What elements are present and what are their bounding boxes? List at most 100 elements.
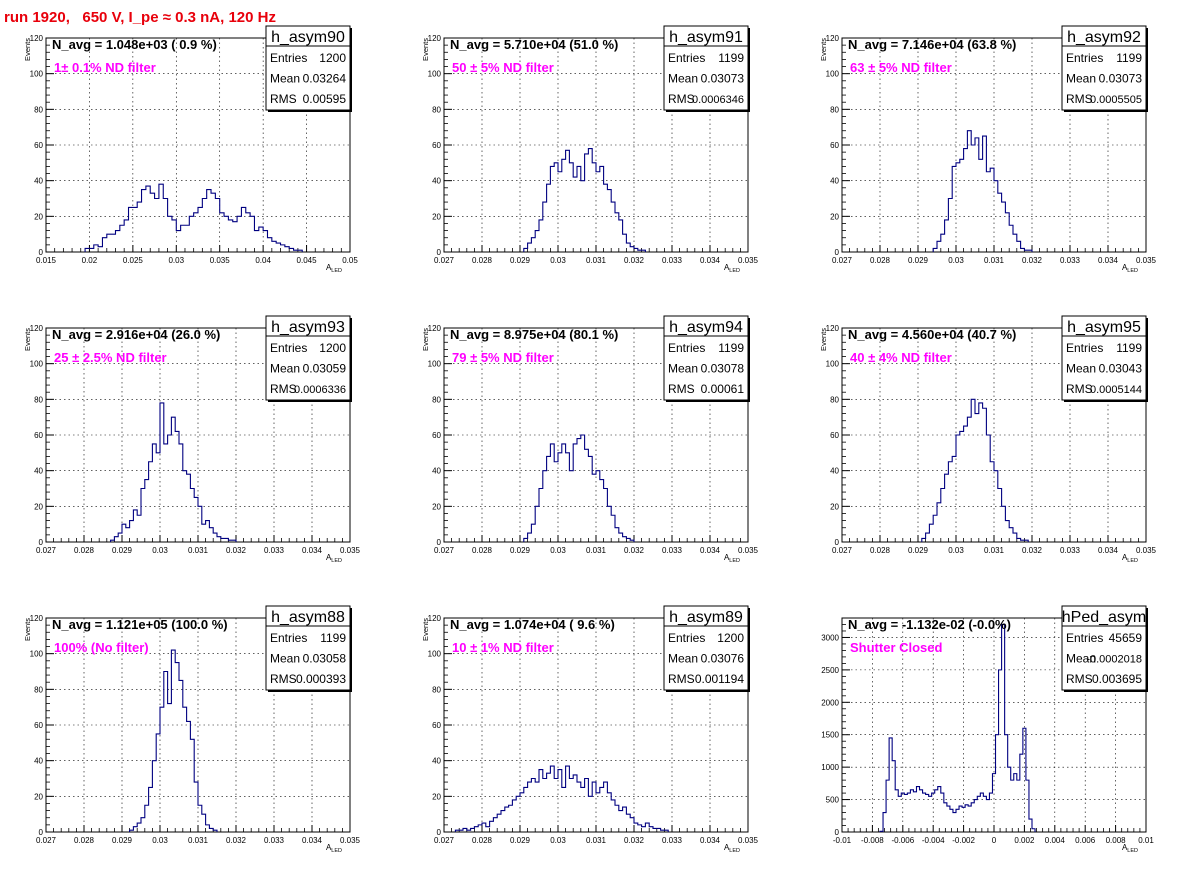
x-tick-label: 0.045	[297, 256, 318, 265]
histogram-bin	[531, 524, 535, 542]
histogram-bin	[979, 159, 983, 252]
histogram-bin	[649, 827, 653, 832]
filter-annotation: 1± 0.1% ND filter	[54, 60, 156, 75]
histogram-bin	[215, 199, 219, 253]
x-tick-label: 0.034	[1098, 546, 1119, 555]
histogram-bin	[975, 414, 979, 542]
histogram-bin	[965, 805, 968, 832]
histogram-bin	[145, 805, 149, 832]
histogram-bin	[159, 184, 163, 252]
histogram-bin	[179, 680, 183, 832]
histogram-series	[523, 434, 635, 542]
x-tick-label: 0.034	[302, 836, 323, 845]
x-tick-label: 0.028	[472, 836, 493, 845]
histogram-panel-hPed_asym: -0.01 -0.008 -0.006 -0.004 -0.002 0 0.002 0.004…	[821, 605, 1154, 854]
histogram-bin	[241, 207, 245, 252]
stats-key: Entries	[668, 631, 705, 645]
histogram-bin	[916, 787, 919, 832]
y-tick-label: 0	[437, 248, 442, 257]
filter-annotation: 100% (No filter)	[54, 640, 149, 655]
histogram-bin	[198, 805, 202, 832]
y-tick-label: 40	[34, 467, 43, 476]
histogram-bin	[626, 814, 630, 832]
histogram-bin	[207, 190, 211, 252]
y-tick-label: 20	[432, 502, 441, 511]
x-tick-label: 0.028	[870, 546, 891, 555]
histogram-bin	[220, 213, 224, 252]
histogram-bin	[183, 707, 187, 832]
histogram-bin	[190, 489, 194, 543]
histogram-bin	[581, 787, 585, 832]
histogram-bin	[554, 779, 558, 833]
histogram-bin	[566, 453, 570, 542]
histogram-bin	[528, 243, 532, 252]
stats-box	[663, 605, 749, 691]
y-tick-label: 80	[34, 105, 43, 114]
histogram-bin	[179, 444, 183, 542]
stats-value: 0.03059	[303, 362, 347, 376]
histogram-bin	[198, 506, 202, 542]
y-tick-label: 80	[830, 395, 839, 404]
x-tick-label: 0.031	[586, 836, 607, 845]
y-tick-label: 0	[39, 248, 44, 257]
y-tick-label: 40	[34, 177, 43, 186]
histogram-bin	[577, 166, 581, 252]
histogram-bin	[115, 231, 119, 252]
histogram-bin	[547, 456, 551, 542]
histogram-bin	[979, 403, 983, 542]
histogram-bin	[588, 149, 592, 252]
x-tick-label: 0.027	[832, 256, 853, 265]
y-tick-label: 80	[830, 105, 839, 114]
x-tick-label: 0.029	[112, 836, 133, 845]
histogram-bin	[945, 474, 949, 542]
stats-key: Mean	[668, 362, 698, 376]
histogram-bin	[596, 172, 600, 252]
histogram-bin	[120, 225, 124, 252]
histogram-bin	[983, 408, 987, 542]
histogram-bin	[224, 216, 228, 252]
stats-key: Mean	[668, 72, 698, 86]
x-tick-label: 0.028	[472, 256, 493, 265]
stats-key: Entries	[668, 51, 705, 65]
histogram-bin	[114, 537, 118, 542]
x-tick-label: 0.03	[550, 836, 566, 845]
x-tick-label: 0.035	[210, 256, 231, 265]
histogram-bin	[596, 793, 600, 832]
histogram-panel-h_asym94: 0.027 0.028 0.029 0.03 0.031 0.032 0.033 0.034 0…	[421, 315, 759, 564]
histogram-name: h_asym92	[1067, 29, 1141, 46]
histogram-bin	[149, 787, 153, 832]
histogram-bin	[615, 213, 619, 252]
y-tick-label: 0	[835, 538, 840, 547]
histogram-bin	[986, 172, 990, 252]
histogram-bin	[145, 480, 149, 542]
y-tick-label: 100	[30, 360, 44, 369]
histogram-bin	[94, 245, 98, 252]
histogram-bin	[505, 807, 509, 832]
stats-value: 0.03073	[701, 72, 745, 86]
histogram-bin	[554, 462, 558, 542]
histogram-bin	[607, 793, 611, 832]
filter-annotation: 63 ± 5% ND filter	[850, 60, 952, 75]
stats-key: Entries	[270, 341, 307, 355]
histogram-bin	[194, 782, 198, 832]
stats-box	[1061, 605, 1147, 691]
histogram-bin	[175, 431, 179, 542]
histogram-bin	[898, 796, 901, 832]
x-axis-title: ALED	[326, 263, 342, 274]
histogram-bin	[539, 220, 543, 252]
histogram-bin	[569, 163, 573, 252]
histogram-bin	[486, 827, 490, 832]
x-tick-label: 0.028	[74, 546, 95, 555]
x-axis-title: ALED	[724, 553, 740, 564]
histogram-bin	[1005, 521, 1009, 542]
histogram-bin	[904, 794, 907, 832]
stats-value: 0.000393	[296, 672, 346, 686]
histogram-bin	[986, 800, 989, 832]
y-tick-label: 120	[30, 34, 44, 43]
y-axis-title: Events	[23, 38, 32, 61]
stats-value: 0.0005144	[1090, 384, 1142, 396]
histogram-series	[129, 649, 218, 832]
histogram-bin	[133, 207, 137, 252]
histogram-bin	[619, 811, 623, 832]
stats-value: 1199	[1116, 341, 1142, 355]
